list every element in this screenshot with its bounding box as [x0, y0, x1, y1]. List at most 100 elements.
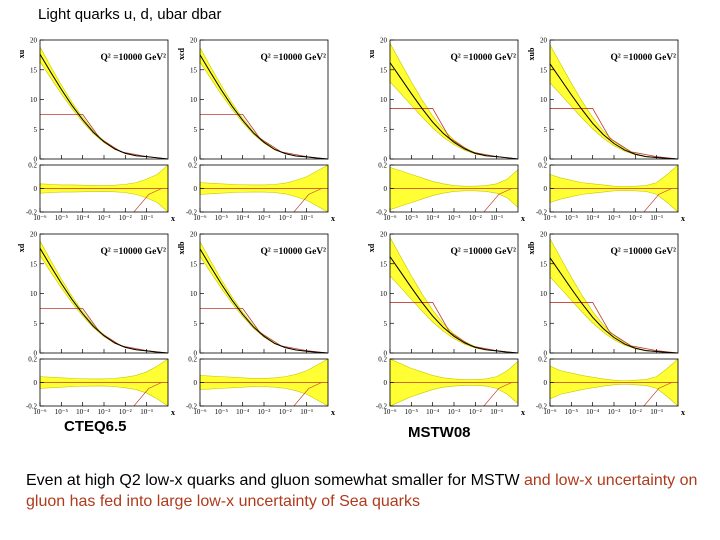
x-tick-label: 10⁻² — [279, 408, 292, 416]
y-axis-label: xu — [17, 49, 26, 58]
reference-curve — [40, 113, 169, 160]
y-tick-label: 20 — [190, 37, 198, 45]
y-tick-label: 5 — [194, 126, 198, 134]
x-tick-label: 10⁻¹ — [140, 408, 153, 416]
x-tick-label: 10⁻³ — [448, 408, 461, 416]
x-tick-label: 10⁻² — [629, 408, 642, 416]
x-tick-label: 10⁻² — [119, 214, 132, 222]
y-axis-label: xd — [17, 243, 26, 252]
x-axis-label: x — [331, 408, 335, 417]
x-axis-label: x — [331, 214, 335, 223]
y-tick-label: 20 — [540, 231, 548, 239]
ratio-tick-label: 0 — [384, 379, 388, 387]
x-tick-label: 10⁻³ — [98, 408, 111, 416]
panel-cteq-xd: 0 5 10 15 20 Q² =10000 GeV² xd -0.2 0 0.2 10⁻⁶ 10⁻⁵… — [17, 226, 175, 418]
ratio-tick-label: 0.2 — [28, 356, 37, 364]
ratio-tick-label: 0 — [544, 379, 548, 387]
x-tick-label: 10⁻³ — [98, 214, 111, 222]
ratio-tick-label: 0 — [544, 185, 548, 193]
x-axis-label: x — [681, 408, 685, 417]
x-tick-label: 10⁻⁶ — [33, 408, 47, 416]
ratio-reference — [293, 188, 322, 213]
x-tick-label: 10⁻⁴ — [586, 214, 600, 222]
y-axis-label: xdb — [177, 241, 186, 254]
ratio-tick-label: -0.2 — [536, 403, 548, 411]
ratio-tick-label: -0.2 — [26, 403, 38, 411]
y-tick-label: 10 — [30, 290, 38, 298]
central-curve — [39, 54, 169, 160]
q2-annotation: Q² =10000 GeV² — [611, 53, 677, 63]
y-tick-label: 15 — [540, 66, 548, 74]
y-tick-label: 15 — [380, 260, 388, 268]
x-tick-label: 10⁻¹ — [650, 408, 663, 416]
x-tick-label: 10⁻⁶ — [33, 214, 47, 222]
y-tick-label: 0 — [384, 350, 388, 358]
x-tick-label: 10⁻¹ — [300, 214, 313, 222]
panel-cteq-xu: 0 5 10 15 20 Q² =10000 GeV² xu -0.2 0 0.2 10⁻⁶ 10⁻⁵… — [17, 32, 175, 224]
label-cteq: CTEQ6.5 — [64, 418, 127, 435]
x-tick-label: 10⁻² — [629, 214, 642, 222]
y-tick-label: 5 — [34, 320, 38, 328]
x-tick-label: 10⁻⁴ — [76, 408, 90, 416]
ratio-reference — [133, 188, 162, 213]
y-tick-label: 10 — [30, 96, 38, 104]
y-tick-label: 15 — [30, 260, 38, 268]
y-axis-label: xcd — [177, 47, 186, 60]
q2-annotation: Q² =10000 GeV² — [101, 247, 167, 257]
ratio-reference — [293, 382, 322, 407]
y-tick-label: 0 — [384, 156, 388, 164]
y-tick-label: 10 — [380, 96, 388, 104]
ratio-tick-label: 0 — [384, 185, 388, 193]
x-tick-label: 10⁻⁴ — [586, 408, 600, 416]
y-tick-label: 10 — [380, 290, 388, 298]
x-axis-label: x — [171, 214, 175, 223]
ratio-tick-label: 0.2 — [538, 162, 547, 170]
x-tick-label: 10⁻¹ — [490, 214, 503, 222]
y-tick-label: 15 — [190, 66, 198, 74]
x-tick-label: 10⁻³ — [608, 214, 621, 222]
x-axis-label: x — [521, 408, 525, 417]
x-tick-label: 10⁻⁴ — [76, 214, 90, 222]
y-tick-label: 0 — [34, 350, 38, 358]
y-tick-label: 20 — [380, 231, 388, 239]
x-tick-label: 10⁻³ — [448, 214, 461, 222]
ratio-reference — [643, 382, 672, 407]
reference-curve — [200, 307, 329, 354]
x-tick-label: 10⁻¹ — [650, 214, 663, 222]
x-tick-label: 10⁻⁵ — [215, 408, 229, 416]
x-tick-label: 10⁻⁴ — [426, 408, 440, 416]
caption: Even at high Q2 low-x quarks and gluon s… — [26, 470, 706, 512]
slide-title: Light quarks u, d, ubar dbar — [38, 6, 222, 23]
reference-curve — [550, 108, 679, 160]
y-tick-label: 0 — [544, 156, 548, 164]
q2-annotation: Q² =10000 GeV² — [611, 247, 677, 257]
y-axis-label: xu — [367, 49, 376, 58]
q2-annotation: Q² =10000 GeV² — [101, 53, 167, 63]
y-tick-label: 10 — [540, 290, 548, 298]
x-tick-label: 10⁻⁵ — [565, 408, 579, 416]
x-tick-label: 10⁻⁵ — [215, 214, 229, 222]
x-tick-label: 10⁻³ — [258, 214, 271, 222]
y-axis-label: xd — [367, 243, 376, 252]
panel-cteq-xdb: 0 5 10 15 20 Q² =10000 GeV² xdb -0.2 0 0.2 10⁻⁶ 10⁻… — [177, 226, 335, 418]
x-tick-label: 10⁻⁶ — [383, 408, 397, 416]
y-tick-label: 5 — [194, 320, 198, 328]
x-axis-label: x — [681, 214, 685, 223]
x-tick-label: 10⁻⁵ — [405, 214, 419, 222]
x-tick-label: 10⁻² — [469, 408, 482, 416]
x-tick-label: 10⁻¹ — [300, 408, 313, 416]
q2-annotation: Q² =10000 GeV² — [451, 247, 517, 257]
ratio-tick-label: 0.2 — [188, 356, 197, 364]
y-tick-label: 5 — [544, 126, 548, 134]
y-tick-label: 10 — [540, 96, 548, 104]
x-tick-label: 10⁻⁶ — [193, 408, 207, 416]
x-tick-label: 10⁻⁶ — [543, 408, 557, 416]
q2-annotation: Q² =10000 GeV² — [261, 53, 327, 63]
reference-curve — [550, 302, 679, 354]
y-tick-label: 0 — [34, 156, 38, 164]
x-axis-label: x — [521, 214, 525, 223]
x-tick-label: 10⁻² — [119, 408, 132, 416]
x-tick-label: 10⁻¹ — [490, 408, 503, 416]
y-axis-label: xub — [527, 47, 536, 60]
